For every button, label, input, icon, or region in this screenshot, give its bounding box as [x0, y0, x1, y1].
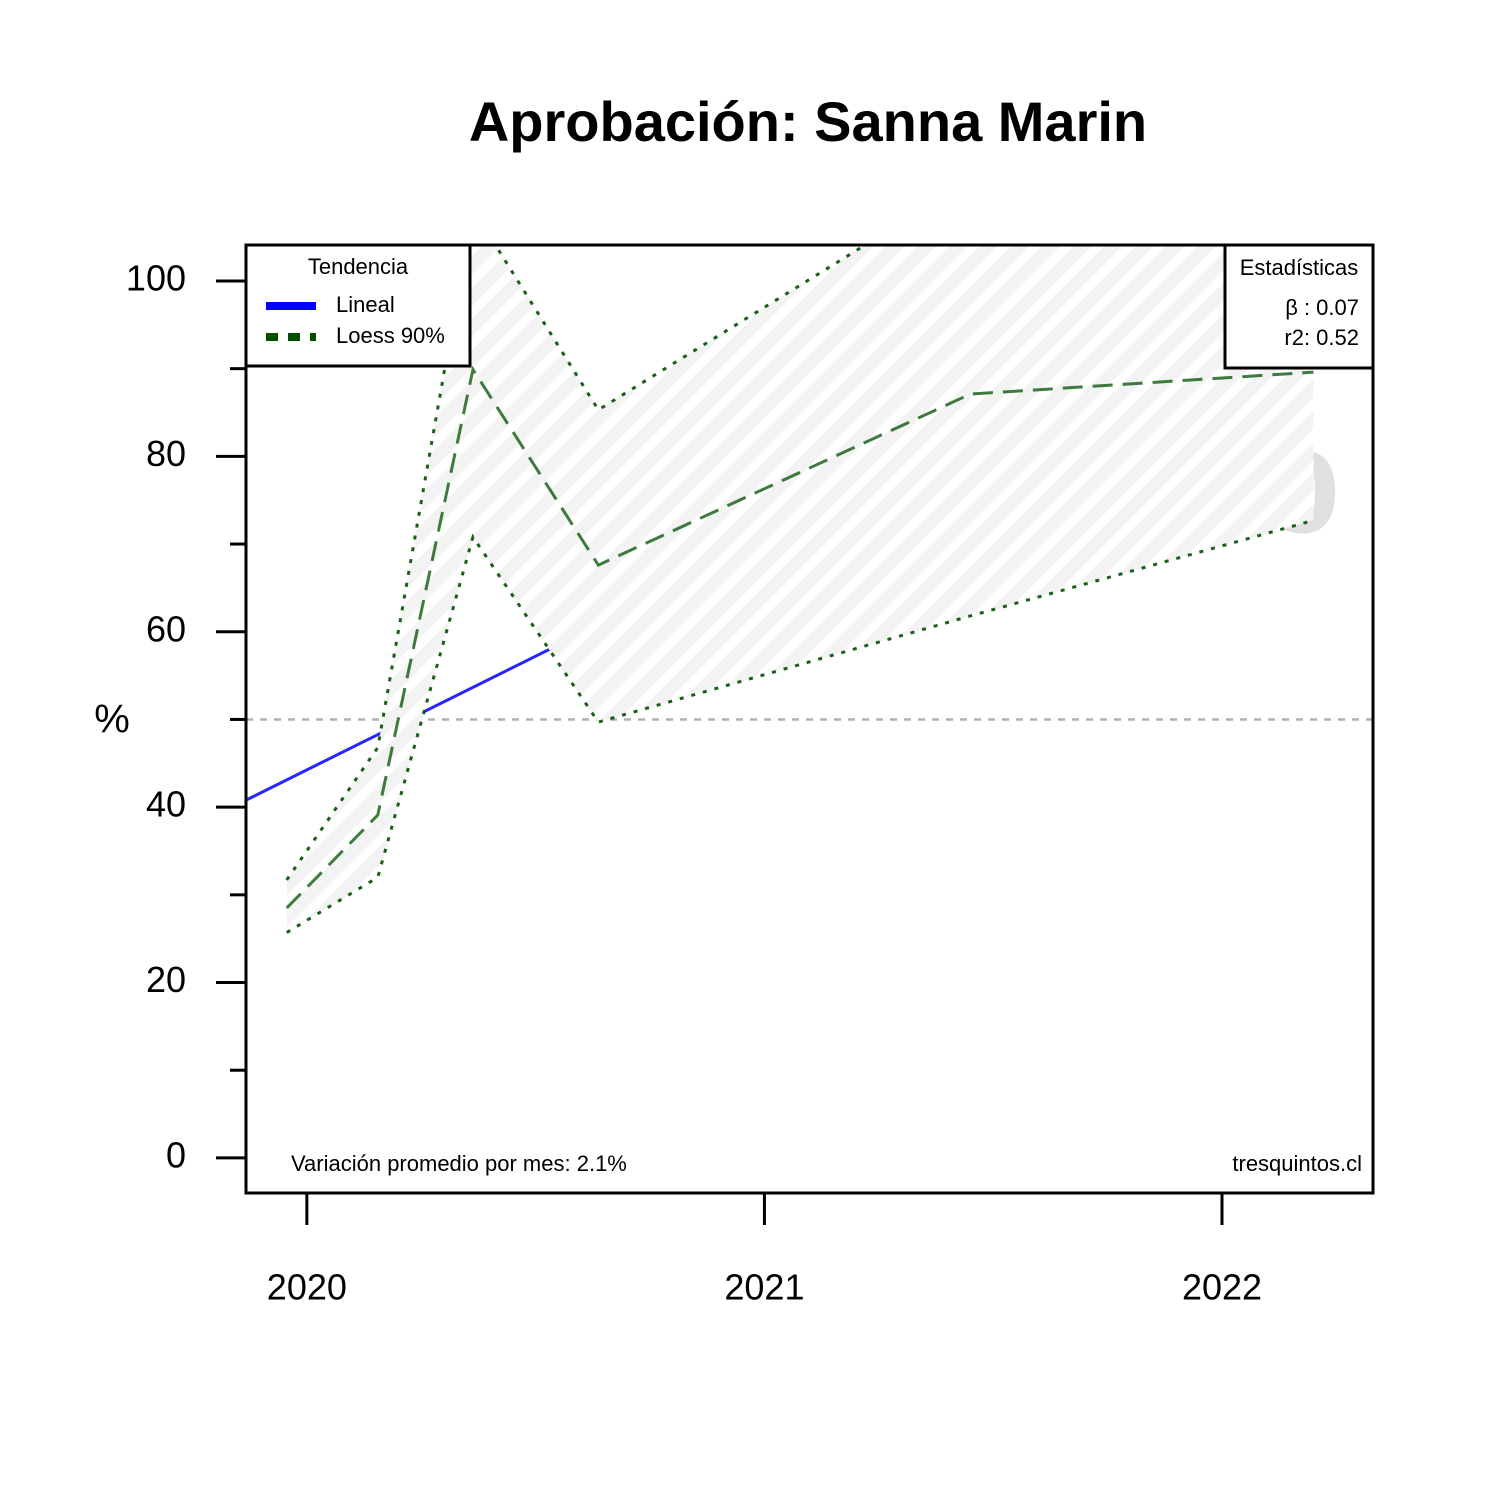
y-tick-label: 80 [146, 433, 186, 474]
legend-label: Loess 90% [336, 323, 445, 348]
legend-label: Lineal [336, 292, 395, 317]
y-tick-label: 20 [146, 959, 186, 1000]
footer-note: Variación promedio por mes: 2.1% [291, 1151, 627, 1176]
loess-line [285, 365, 1314, 910]
confidence-bound [285, 245, 869, 881]
confidence-bound [285, 518, 1314, 934]
y-tick-label: 0 [166, 1134, 186, 1175]
chart-title: Aprobación: Sanna Marin [469, 90, 1147, 153]
y-tick-label: 100 [126, 257, 186, 298]
stats-line: β : 0.07 [1285, 295, 1359, 320]
legend-title: Tendencia [308, 254, 409, 279]
stats-title: Estadísticas [1240, 255, 1359, 280]
y-axis-label: % [94, 698, 130, 742]
x-tick-label: 2022 [1182, 1267, 1262, 1308]
stats-box [1223, 243, 1375, 370]
x-tick-label: 2020 [267, 1267, 347, 1308]
stats-line: r2: 0.52 [1284, 325, 1359, 350]
plot-area: 102.1% [246, 245, 1373, 934]
x-tick-label: 2021 [724, 1267, 804, 1308]
y-tick-label: 40 [146, 784, 186, 825]
confidence-band [286, 245, 1314, 933]
source-note: tresquintos.cl [1232, 1151, 1362, 1176]
y-tick-label: 60 [146, 608, 186, 649]
